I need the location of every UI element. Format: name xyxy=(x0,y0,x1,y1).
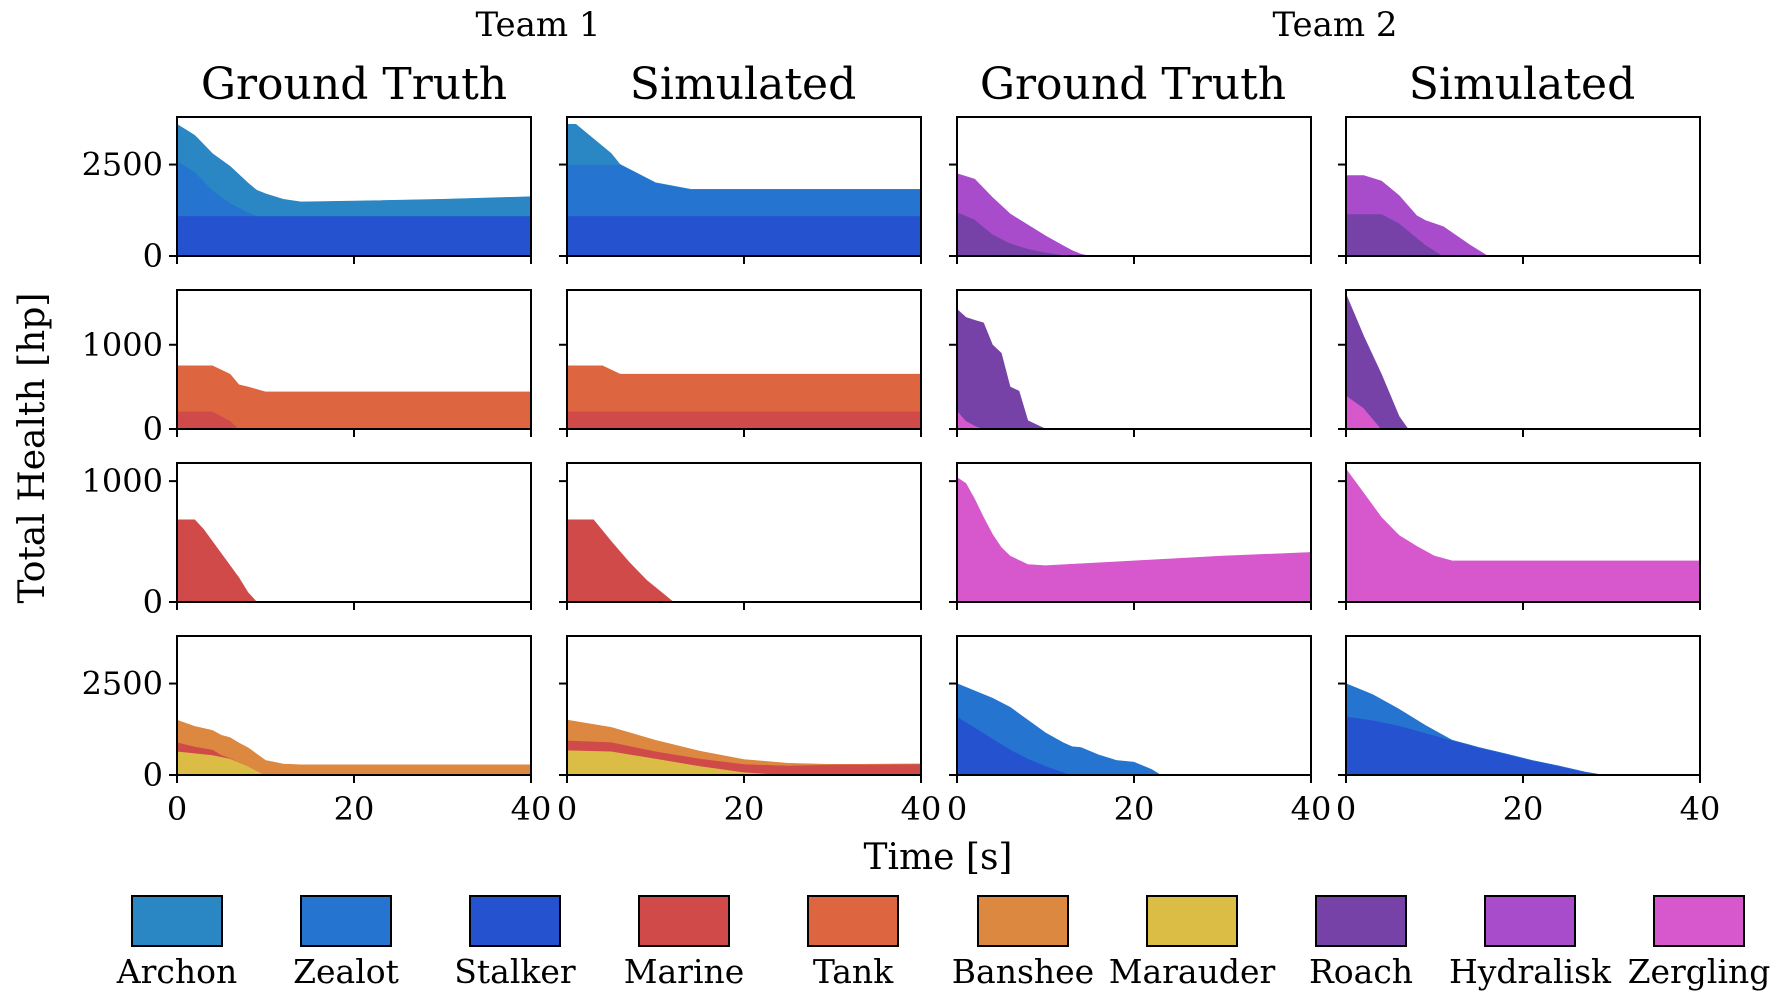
panel-r4-c1: 0 20 40 0 2500 xyxy=(82,635,552,828)
legend-swatch xyxy=(1315,895,1407,947)
legend-swatch xyxy=(469,895,561,947)
area-marine xyxy=(176,519,531,603)
legend-label: Stalker xyxy=(454,952,576,991)
x-tick-label: 0 xyxy=(167,790,187,828)
panel-r1-c3 xyxy=(949,116,1312,264)
legend-item-marine: Marine xyxy=(624,895,745,991)
y-tick-label: 0 xyxy=(143,410,163,448)
panel-frame xyxy=(1345,289,1701,430)
legend-item-banshee: Banshee xyxy=(952,895,1094,991)
area-tank xyxy=(176,365,532,430)
legend-label: Zealot xyxy=(293,952,399,991)
legend-label: Tank xyxy=(813,952,894,991)
panel-r4-c4: 0 20 40 xyxy=(1336,635,1721,828)
legend-item-marauder: Marauder xyxy=(1109,895,1276,991)
legend-swatch xyxy=(638,895,730,947)
panel-r1-c2 xyxy=(559,116,922,264)
legend-swatch xyxy=(300,895,392,947)
legend-item-zealot: Zealot xyxy=(293,895,399,991)
panel-r3-c1: 0 1000 xyxy=(82,462,532,621)
area-roach xyxy=(956,308,1311,430)
legend-label: Marauder xyxy=(1109,952,1276,991)
legend-label: Zergling xyxy=(1628,952,1771,991)
x-tick-label: 40 xyxy=(511,790,552,828)
panel-r4-c3: 0 20 40 xyxy=(947,635,1332,828)
area-roach xyxy=(1345,294,1700,430)
legend-swatch xyxy=(131,895,223,947)
panel-r2-c3 xyxy=(949,289,1312,437)
headers: Team 1 Team 2 Ground Truth Simulated Gro… xyxy=(201,5,1635,110)
x-tick-label: 0 xyxy=(1336,790,1356,828)
legend-label: Archon xyxy=(116,952,237,991)
area-stalker xyxy=(176,215,532,257)
legend-label: Hydralisk xyxy=(1449,952,1612,991)
x-tick-label: 40 xyxy=(901,790,942,828)
legend-swatch xyxy=(807,895,899,947)
y-axis-label: Total Health [hp] xyxy=(12,293,53,604)
area-banshee xyxy=(566,719,922,766)
y-tick-label: 0 xyxy=(143,756,163,794)
column-title: Ground Truth xyxy=(201,59,507,110)
y-tick-label: 0 xyxy=(143,583,163,621)
legend-swatch xyxy=(1484,895,1576,947)
panel-r3-c2 xyxy=(559,462,922,610)
area-zealot xyxy=(566,164,922,217)
y-tick-label: 1000 xyxy=(82,326,163,364)
legend-item-roach: Roach xyxy=(1309,895,1413,991)
y-tick-label: 2500 xyxy=(82,146,163,184)
x-tick-label: 20 xyxy=(1114,790,1155,828)
x-tick-label: 20 xyxy=(724,790,765,828)
legend-item-hydralisk: Hydralisk xyxy=(1449,895,1612,991)
x-tick-label: 0 xyxy=(557,790,577,828)
panel-r2-c1: 0 1000 xyxy=(82,289,532,448)
area-marine xyxy=(566,411,922,430)
column-title: Simulated xyxy=(630,59,856,110)
legend-label: Banshee xyxy=(952,952,1094,991)
legend-swatch xyxy=(1653,895,1745,947)
area-zergling xyxy=(1345,468,1701,603)
area-tank xyxy=(566,365,922,412)
y-tick-label: 0 xyxy=(143,237,163,275)
panel-r4-c2: 0 20 40 xyxy=(557,635,942,828)
x-tick-label: 20 xyxy=(334,790,375,828)
x-tick-label: 0 xyxy=(947,790,967,828)
legend-item-tank: Tank xyxy=(807,895,899,991)
area-stalker xyxy=(566,215,922,257)
panel-r2-c2 xyxy=(559,289,922,437)
area-zergling xyxy=(956,476,1312,603)
panel-r1-c4 xyxy=(1338,116,1701,264)
area-marine xyxy=(566,519,921,603)
x-axis-label: Time [s] xyxy=(864,837,1013,878)
x-tick-label: 40 xyxy=(1291,790,1332,828)
x-tick-label: 20 xyxy=(1503,790,1544,828)
x-tick-label: 40 xyxy=(1680,790,1721,828)
column-title: Simulated xyxy=(1409,59,1635,110)
legend-item-archon: Archon xyxy=(116,895,237,991)
legend: Archon Zealot Stalker Marine Tank Banshee Mara… xyxy=(116,895,1771,991)
legend-swatch xyxy=(1146,895,1238,947)
panel-r3-c3 xyxy=(949,462,1312,610)
legend-label: Marine xyxy=(624,952,745,991)
panel-r2-c4 xyxy=(1338,289,1701,437)
panel-r1-c1: 0 2500 xyxy=(82,116,532,275)
y-tick-label: 2500 xyxy=(82,665,163,703)
team-2-header: Team 2 xyxy=(1272,5,1397,45)
column-title: Ground Truth xyxy=(980,59,1286,110)
legend-item-stalker: Stalker xyxy=(454,895,576,991)
area-archon xyxy=(176,123,532,217)
team-1-header: Team 1 xyxy=(475,5,600,45)
area-archon xyxy=(566,124,921,190)
legend-swatch xyxy=(977,895,1069,947)
y-tick-label: 1000 xyxy=(82,462,163,500)
legend-label: Roach xyxy=(1309,952,1413,991)
panel-r3-c4 xyxy=(1338,462,1701,610)
legend-item-zergling: Zergling xyxy=(1628,895,1771,991)
